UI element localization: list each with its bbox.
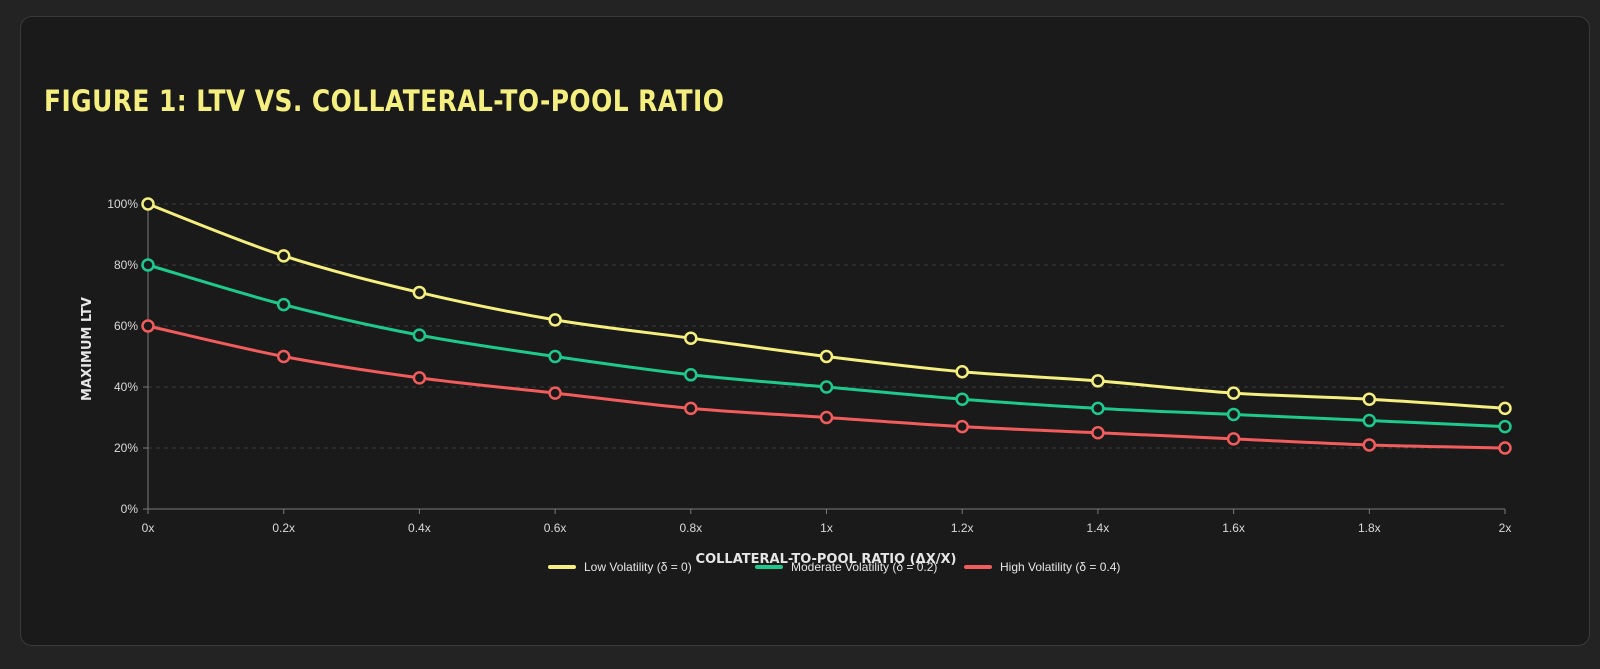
- data-point[interactable]: [955, 392, 969, 406]
- data-series: [141, 197, 1512, 455]
- series-group: [141, 258, 1512, 434]
- y-tick-label: 0%: [121, 502, 139, 516]
- data-point[interactable]: [1226, 386, 1241, 400]
- data-point[interactable]: [819, 349, 834, 364]
- data-point[interactable]: [1362, 392, 1377, 406]
- data-point[interactable]: [1091, 374, 1105, 388]
- x-tick-label: 0.6x: [544, 521, 567, 535]
- legend-swatch: [964, 565, 992, 569]
- series-group: [141, 197, 1512, 416]
- legend-item[interactable]: Moderate Volatility (δ = 0.2): [755, 560, 937, 574]
- y-tick-label: 40%: [114, 380, 138, 394]
- chart-card: [20, 16, 1590, 646]
- data-point[interactable]: [819, 410, 834, 425]
- data-point[interactable]: [955, 419, 969, 434]
- x-tick-label: 2x: [1499, 521, 1512, 535]
- legend-item[interactable]: High Volatility (δ = 0.4): [964, 560, 1120, 574]
- x-tick-label: 1x: [820, 521, 833, 535]
- series-group: [141, 319, 1512, 455]
- data-point[interactable]: [684, 368, 698, 382]
- data-point[interactable]: [1091, 401, 1105, 416]
- data-point[interactable]: [1362, 438, 1377, 452]
- data-point[interactable]: [276, 297, 291, 312]
- legend-swatch: [755, 565, 783, 569]
- x-tick-label: 1.8x: [1358, 521, 1381, 535]
- data-point[interactable]: [1498, 401, 1512, 416]
- legend-label: Moderate Volatility (δ = 0.2): [791, 560, 938, 574]
- data-point[interactable]: [276, 349, 291, 364]
- x-tick-label: 0.4x: [408, 521, 431, 535]
- chart-title: FIGURE 1: LTV VS. COLLATERAL-TO-POOL RAT…: [44, 84, 725, 118]
- x-tick-label: 0.2x: [272, 521, 295, 535]
- y-tick-label: 60%: [114, 319, 138, 333]
- y-tick-label: 80%: [114, 258, 138, 272]
- data-point[interactable]: [412, 371, 427, 385]
- x-tick-label: 1.2x: [951, 521, 974, 535]
- data-point[interactable]: [548, 349, 562, 364]
- data-point[interactable]: [955, 365, 969, 379]
- data-point[interactable]: [548, 313, 562, 327]
- data-point[interactable]: [1226, 407, 1241, 422]
- legend-swatch: [548, 565, 576, 569]
- y-tick-label: 20%: [114, 441, 138, 455]
- data-point[interactable]: [276, 249, 291, 263]
- legend-label: Low Volatility (δ = 0): [584, 560, 692, 574]
- series-line: [146, 202, 1507, 410]
- chart-legend: Low Volatility (δ = 0) Moderate Volatilit…: [0, 560, 1600, 580]
- data-point[interactable]: [1362, 413, 1377, 428]
- data-point[interactable]: [412, 285, 427, 300]
- data-point[interactable]: [819, 380, 834, 394]
- y-axis-title: MAXIMUM LTV: [80, 297, 95, 401]
- data-point[interactable]: [684, 401, 698, 416]
- data-point[interactable]: [548, 386, 562, 400]
- legend-item[interactable]: Low Volatility (δ = 0): [548, 560, 692, 574]
- y-tick-label: 100%: [107, 197, 138, 211]
- x-tick-labels: 0x 0.2x 0.4x 0.6x 0.8x 1x 1.2x 1.4x 1.6x 1.8x 2x: [142, 521, 1512, 535]
- data-point[interactable]: [684, 331, 698, 345]
- data-point[interactable]: [412, 328, 427, 342]
- x-tick-label: 0x: [142, 521, 155, 535]
- series-line: [146, 263, 1507, 429]
- legend-label: High Volatility (δ = 0.4): [1000, 560, 1121, 574]
- x-tick-label: 0.8x: [679, 521, 702, 535]
- data-point[interactable]: [1498, 419, 1512, 434]
- data-point[interactable]: [141, 197, 155, 211]
- data-point[interactable]: [1498, 441, 1512, 455]
- data-point[interactable]: [1226, 432, 1241, 446]
- data-point[interactable]: [141, 319, 155, 333]
- data-point[interactable]: [141, 258, 155, 272]
- x-axis-title: COLLATERAL-TO-POOL RATIO (ΔX/X): [696, 552, 957, 567]
- data-point[interactable]: [1091, 426, 1105, 440]
- x-tick-label: 1.6x: [1222, 521, 1245, 535]
- x-tick-label: 1.4x: [1087, 521, 1110, 535]
- y-tick-labels: 0% 20% 40% 60% 80% 100%: [107, 197, 138, 516]
